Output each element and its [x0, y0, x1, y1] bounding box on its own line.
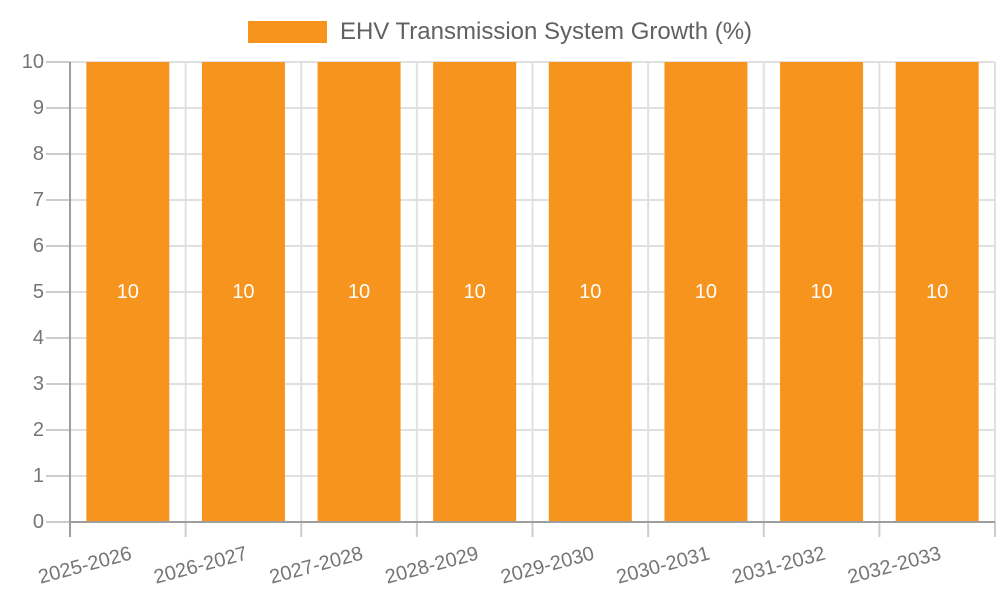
bar[interactable] [664, 62, 748, 522]
y-tick-label: 5 [33, 281, 44, 303]
x-tick-label: 2032-2033 [845, 543, 943, 589]
bar[interactable] [780, 62, 864, 522]
y-tick-label: 2 [33, 419, 44, 441]
bar-value-label: 10 [464, 281, 486, 303]
bar[interactable] [548, 62, 632, 522]
bar-value-label: 10 [348, 281, 370, 303]
x-tick-label: 2029-2030 [499, 543, 597, 589]
bar-value-label: 10 [232, 281, 254, 303]
y-tick-label: 4 [33, 327, 44, 349]
bar[interactable] [201, 62, 285, 522]
x-tick-label: 2030-2031 [614, 543, 712, 589]
bar-value-label: 10 [117, 281, 139, 303]
bar[interactable] [317, 62, 401, 522]
y-tick-label: 6 [33, 235, 44, 257]
y-tick-label: 0 [33, 511, 44, 533]
x-tick-label: 2028-2029 [383, 543, 481, 589]
bar[interactable] [895, 62, 979, 522]
bar[interactable] [433, 62, 517, 522]
legend-swatch-icon [247, 21, 327, 43]
bar-value-label: 10 [695, 281, 717, 303]
bar[interactable] [86, 62, 170, 522]
x-tick-label: 2027-2028 [267, 543, 365, 589]
legend[interactable]: EHV Transmission System Growth (%) [0, 19, 1000, 45]
y-tick-label: 1 [33, 465, 44, 487]
bar-value-label: 10 [579, 281, 601, 303]
y-tick-label: 7 [33, 189, 44, 211]
legend-label: EHV Transmission System Growth (%) [339, 18, 753, 45]
x-tick-label: 2026-2027 [152, 543, 250, 589]
y-tick-label: 10 [22, 51, 44, 73]
y-tick-label: 9 [33, 97, 44, 119]
y-tick-label: 8 [33, 143, 44, 165]
bar-value-label: 10 [810, 281, 832, 303]
y-tick-label: 3 [33, 373, 44, 395]
bar-value-label: 10 [926, 281, 948, 303]
x-tick-label: 2031-2032 [730, 543, 828, 589]
x-tick-label: 2025-2026 [36, 543, 134, 589]
